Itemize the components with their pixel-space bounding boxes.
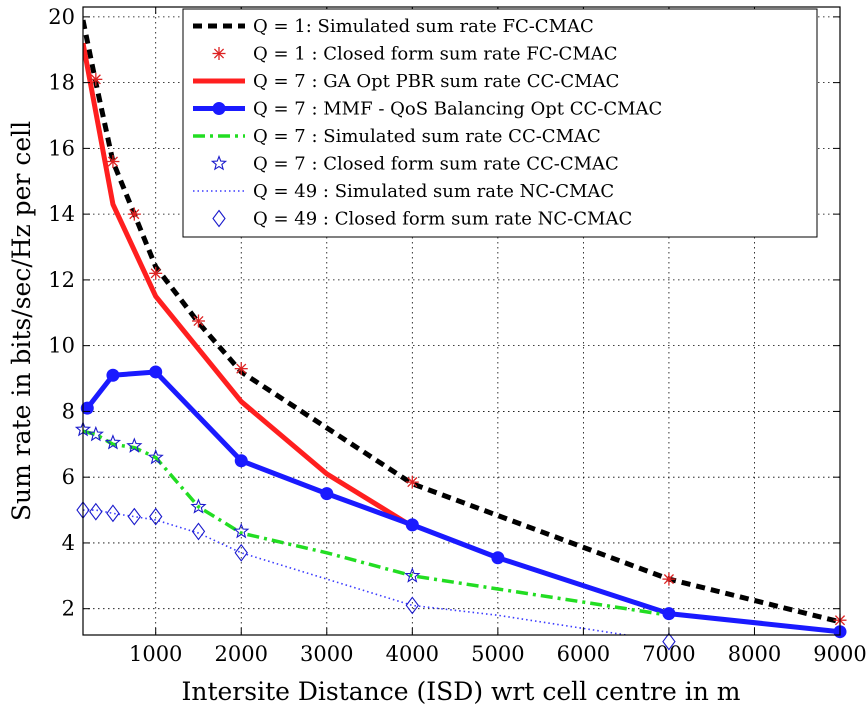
legend-entry-label: Q = 7 : GA Opt PBR sum rate CC-CMAC xyxy=(253,71,619,92)
legend-entry-label: Q = 7 : Simulated sum rate CC-CMAC xyxy=(253,126,601,147)
legend-entry-label: Q = 1 : Closed form sum rate FC-CMAC xyxy=(253,44,618,65)
series-3-point xyxy=(234,454,248,468)
series-7-point xyxy=(149,507,163,526)
legend-marker-sample xyxy=(212,102,226,115)
x-tick-label: 3000 xyxy=(300,642,353,666)
legend-entry-label: Q = 7 : MMF - QoS Balancing Opt CC-CMAC xyxy=(253,99,662,120)
y-tick-label: 6 xyxy=(62,465,75,489)
series-1-point xyxy=(662,572,676,586)
y-tick-label: 8 xyxy=(62,399,75,423)
y-tick-label: 20 xyxy=(48,5,75,29)
y-tick-label: 14 xyxy=(48,202,75,226)
series-1-point xyxy=(405,475,419,489)
series-7-point xyxy=(127,507,142,526)
x-tick-label: 6000 xyxy=(557,642,610,666)
y-tick-label: 12 xyxy=(48,268,75,292)
series-1-point xyxy=(127,207,141,221)
series-5-point xyxy=(404,567,421,583)
ticks: 1000 2000 3000 4000 5000 6000 7000 8000 9000 2 4 6 8… xyxy=(48,5,866,666)
x-tick-label: 5000 xyxy=(471,642,524,666)
series-3-point xyxy=(491,551,505,565)
series-3-point xyxy=(405,518,419,532)
x-axis-title: Intersite Distance (ISD) wrt cell centre… xyxy=(181,677,740,706)
series-3-point xyxy=(106,368,120,382)
legend-marker-sample xyxy=(210,154,228,171)
series-7-point xyxy=(234,543,248,562)
legend-entry-label: Q = 1: Simulated sum rate FC-CMAC xyxy=(253,16,594,37)
x-tick-label: 4000 xyxy=(386,642,439,666)
legend-marker-sample xyxy=(212,209,226,228)
legend-entry-label: Q = 49 : Closed form sum rate NC-CMAC xyxy=(253,209,632,230)
y-axis-title: Sum rate in bits/sec/Hz per cell xyxy=(7,121,36,521)
series-5-point xyxy=(104,434,122,450)
series-3-point xyxy=(662,607,676,621)
series-7-point xyxy=(106,504,120,523)
y-tick-label: 2 xyxy=(62,597,75,621)
series-7-point xyxy=(89,502,103,521)
series-5-point xyxy=(233,522,250,539)
x-tick-label: 7000 xyxy=(642,642,695,666)
plot-frame xyxy=(82,6,841,636)
x-tick-label: 2000 xyxy=(215,642,268,666)
y-tick-label: 16 xyxy=(48,136,75,160)
x-tick-label: 1000 xyxy=(129,642,182,666)
series-5-point xyxy=(147,448,164,465)
y-tick-label: 4 xyxy=(62,531,75,555)
y-tick-label: 10 xyxy=(48,334,75,358)
legend-box xyxy=(182,8,818,238)
y-tick-label: 18 xyxy=(48,71,75,95)
legend-entry-label: Q = 7 : Closed form sum rate CC-CMAC xyxy=(253,154,619,175)
series-2-line xyxy=(83,42,414,529)
series-3-point xyxy=(320,487,334,501)
series-7-point xyxy=(405,596,420,615)
series-1-point xyxy=(191,314,205,328)
series-1-point xyxy=(234,362,248,376)
x-tick-label: 9000 xyxy=(813,642,866,666)
marker-layer xyxy=(74,72,847,651)
series-7-point xyxy=(662,632,676,651)
legend: Q = 1: Simulated sum rate FC-CMAC Q = 1 :… xyxy=(182,8,818,238)
series-1-point xyxy=(106,155,120,169)
series-7-point xyxy=(191,522,206,541)
legend-entry-label: Q = 49 : Simulated sum rate NC-CMAC xyxy=(253,181,614,202)
series-5-point xyxy=(87,425,104,442)
series-3-point xyxy=(149,365,163,379)
legend-marker-sample xyxy=(212,47,226,60)
series-1-point xyxy=(89,72,103,86)
series-6-line xyxy=(83,509,632,635)
series-1-point xyxy=(149,266,163,280)
series-5-point xyxy=(190,498,207,514)
x-tick-label: 8000 xyxy=(728,642,781,666)
series-5-point xyxy=(126,437,143,453)
